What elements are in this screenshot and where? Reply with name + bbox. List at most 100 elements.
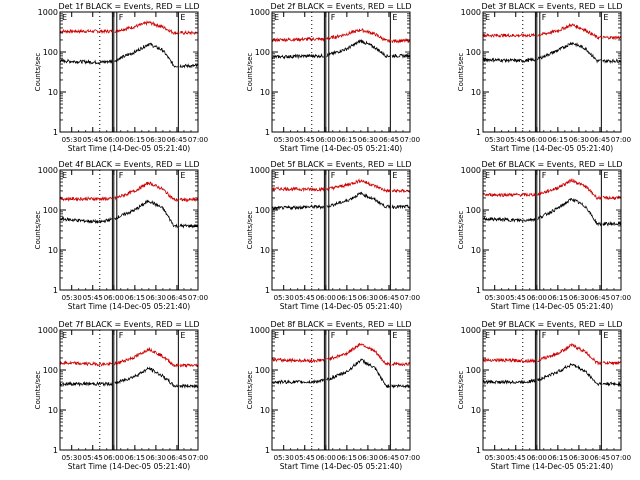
x-tick-label: 05:45: [506, 136, 526, 144]
flag-f-label: F: [331, 13, 336, 22]
x-tick-label: 07:00: [400, 136, 420, 144]
flag-f-label: F: [542, 13, 547, 22]
x-tick-label: 05:45: [83, 454, 103, 462]
plot-frame: [59, 169, 199, 291]
plot-panel-2: Det 2f BLACK = Events, RED = LLD E E F 1 10 10…: [246, 2, 420, 153]
x-tick-label: 06:45: [590, 294, 610, 302]
plot-frame: [271, 329, 411, 451]
x-tick-label: 06:15: [125, 136, 145, 144]
x-tick-label: 05:30: [485, 294, 505, 302]
flag-e-label: E: [274, 13, 279, 22]
x-tick-label: 06:15: [548, 294, 568, 302]
flag-e-label: E: [392, 171, 397, 180]
x-tick-label: 07:00: [188, 136, 208, 144]
x-tick-label: 06:00: [316, 454, 336, 462]
x-tick-label: 05:30: [274, 294, 294, 302]
flag-f-label: F: [331, 331, 336, 340]
x-tick-label: 06:15: [548, 454, 568, 462]
plot-panel-7: Det 7f BLACK = Events, RED = LLD E E F 1 10 10…: [34, 320, 208, 471]
flag-e-label: E: [62, 13, 67, 22]
x-tick-label: 06:00: [527, 454, 547, 462]
y-tick-label: 100: [43, 366, 58, 375]
x-tick-label: 06:00: [527, 294, 547, 302]
x-tick-label: 05:45: [295, 294, 315, 302]
plot-panel-5: Det 5f BLACK = Events, RED = LLD E E F 1 10 10…: [246, 160, 420, 311]
x-tick-label: 06:45: [167, 294, 187, 302]
x-tick-label: 06:00: [527, 136, 547, 144]
series-lld-line: [114, 181, 179, 203]
series-lld-line: [179, 196, 199, 203]
x-tick-label: 06:00: [104, 454, 124, 462]
plot-frame: [59, 11, 199, 133]
y-tick-label: 10: [48, 88, 58, 97]
series-events-line: [537, 197, 602, 227]
series-events-line: [114, 199, 179, 229]
series-lld-line: [602, 194, 622, 201]
y-tick-label: 1: [476, 446, 481, 455]
y-tick-label: 1: [265, 446, 270, 455]
series-lld-line: [391, 38, 411, 44]
flag-e-label: E: [180, 331, 185, 340]
x-axis-label: Start Time (14-Dec-05 05:21:40): [68, 462, 190, 471]
y-tick-label: 1000: [461, 166, 481, 175]
x-tick-label: 07:00: [400, 454, 420, 462]
y-tick-label: 100: [466, 206, 481, 215]
y-tick-label: 1000: [250, 326, 270, 335]
series-lld-line: [391, 361, 411, 367]
series-events-line: [179, 223, 199, 229]
x-tick-label: 06:15: [337, 136, 357, 144]
series-lld-line: [114, 19, 179, 35]
flag-e-label: E: [274, 171, 279, 180]
x-tick-label: 05:30: [62, 294, 82, 302]
flag-e-label: E: [274, 331, 279, 340]
x-tick-label: 06:30: [569, 136, 589, 144]
x-axis-label: Start Time (14-Dec-05 05:21:40): [68, 302, 190, 311]
series-events-line: [59, 381, 113, 387]
y-tick-label: 100: [466, 366, 481, 375]
x-tick-label: 05:30: [62, 454, 82, 462]
x-tick-label: 05:30: [62, 136, 82, 144]
y-tick-label: 10: [471, 246, 481, 255]
series-lld-line: [537, 178, 602, 201]
series-lld-line: [391, 188, 411, 194]
y-tick-label: 1000: [461, 326, 481, 335]
y-axis-label: Counts/sec: [457, 53, 465, 92]
series-events-line: [271, 204, 325, 211]
x-axis-label: Start Time (14-Dec-05 05:21:40): [491, 462, 613, 471]
y-tick-label: 10: [48, 406, 58, 415]
y-tick-label: 10: [471, 88, 481, 97]
plot-title: Det 4f BLACK = Events, RED = LLD: [58, 160, 199, 169]
y-tick-label: 1000: [38, 326, 58, 335]
series-events-line: [114, 42, 179, 68]
series-events-line: [326, 191, 391, 209]
x-axis-label: Start Time (14-Dec-05 05:21:40): [68, 144, 190, 153]
series-events-line: [326, 358, 391, 389]
series-events-line: [179, 63, 198, 69]
x-tick-label: 06:30: [358, 136, 378, 144]
y-axis-label: Counts/sec: [246, 211, 254, 250]
y-tick-label: 100: [466, 48, 481, 57]
x-tick-label: 06:30: [569, 294, 589, 302]
series-lld-line: [326, 342, 391, 367]
x-tick-label: 05:45: [83, 294, 103, 302]
series-events-line: [482, 378, 536, 385]
series-events-line: [114, 366, 179, 388]
x-tick-label: 06:45: [379, 136, 399, 144]
series-lld-line: [179, 29, 199, 36]
x-tick-label: 07:00: [611, 136, 631, 144]
plot-title: Det 3f BLACK = Events, RED = LLD: [481, 2, 622, 11]
x-tick-label: 07:00: [611, 454, 631, 462]
series-events-line: [482, 216, 536, 223]
flag-e-label: E: [62, 171, 67, 180]
series-lld-line: [271, 186, 325, 193]
flag-e-label: E: [392, 13, 397, 22]
series-events-line: [537, 362, 602, 386]
y-tick-label: 10: [48, 246, 58, 255]
series-events-line: [537, 41, 602, 64]
y-tick-label: 10: [260, 246, 270, 255]
x-tick-label: 06:15: [125, 454, 145, 462]
x-tick-label: 06:30: [358, 454, 378, 462]
flag-f-label: F: [119, 331, 124, 340]
y-tick-label: 1: [265, 286, 270, 295]
plot-title: Det 1f BLACK = Events, RED = LLD: [58, 2, 199, 11]
